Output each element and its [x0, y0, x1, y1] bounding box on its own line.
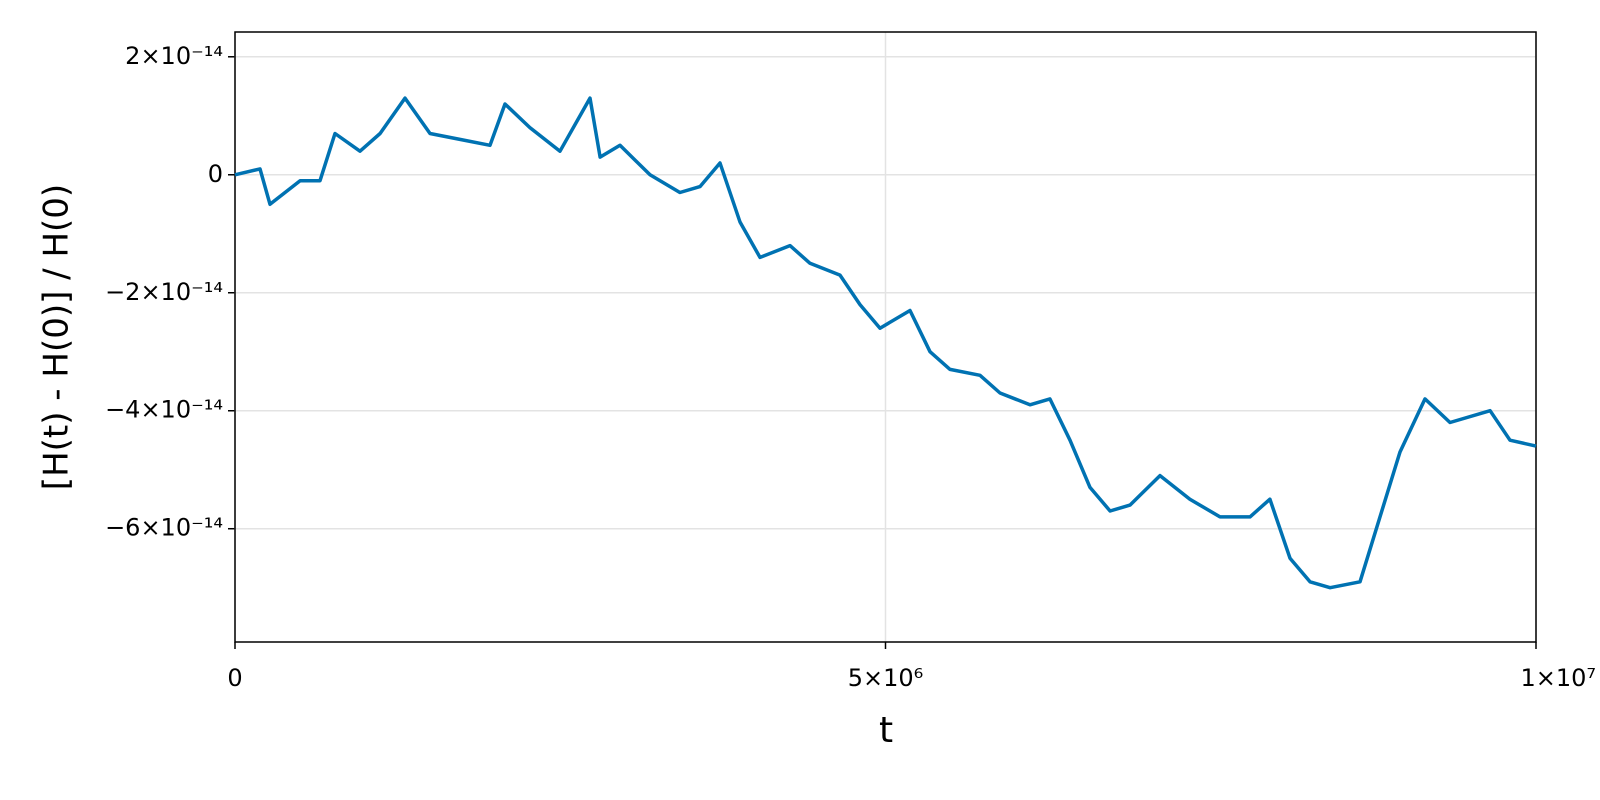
- y-tick-label: 2×10⁻¹⁴: [125, 42, 223, 70]
- y-tick-label: −6×10⁻¹⁴: [105, 514, 223, 542]
- data-line: [234, 96, 1537, 590]
- y-tick-label: −4×10⁻¹⁴: [105, 396, 223, 424]
- x-axis-label: t: [879, 710, 893, 751]
- y-tick-label: 0: [208, 160, 223, 188]
- x-tick-label: 5×10⁶: [848, 664, 924, 692]
- plot-frame: [234, 31, 1537, 643]
- x-tick-label: 0: [227, 664, 242, 692]
- y-tick-label: −2×10⁻¹⁴: [105, 278, 223, 306]
- x-tick-label: 1×10⁷: [1520, 664, 1596, 692]
- y-axis-label: [H(t) - H(0)] / H(0): [37, 184, 77, 490]
